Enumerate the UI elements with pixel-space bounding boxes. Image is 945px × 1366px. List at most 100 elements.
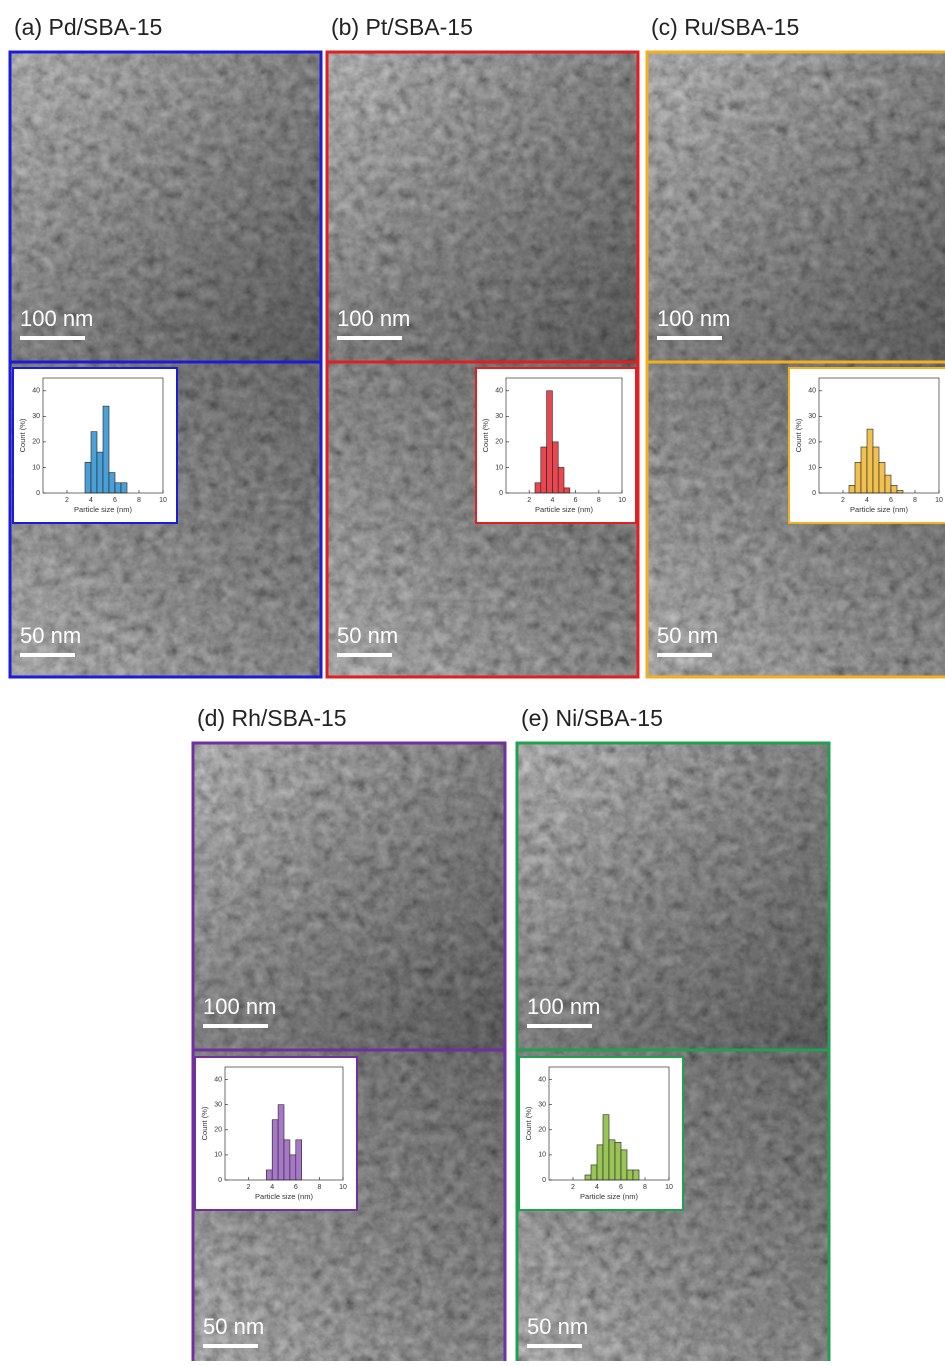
x-tick-label: 2 xyxy=(65,497,69,504)
scale-bar xyxy=(203,1344,258,1348)
scale-bar-label: 100 nm xyxy=(527,994,600,1019)
bar xyxy=(272,1120,278,1180)
y-tick-label: 0 xyxy=(812,490,816,497)
y-tick-label: 10 xyxy=(32,464,40,471)
x-tick-label: 10 xyxy=(665,1184,673,1191)
histogram: 010203040246810Particle size (nm)Count (… xyxy=(476,368,636,523)
x-tick-label: 2 xyxy=(841,497,845,504)
scale-bar-label: 100 nm xyxy=(203,994,276,1019)
panel-title: (e) Ni/SBA-15 xyxy=(521,705,663,731)
page: (a) Pd/SBA-15100 nm50 nm010203040246810P… xyxy=(0,0,945,1361)
x-tick-label: 10 xyxy=(339,1184,347,1191)
x-tick-label: 8 xyxy=(597,497,601,504)
x-axis-label: Particle size (nm) xyxy=(255,1192,313,1201)
x-tick-label: 4 xyxy=(270,1184,274,1191)
panel-title: (b) Pt/SBA-15 xyxy=(331,14,473,40)
bar xyxy=(885,475,891,493)
x-tick-label: 8 xyxy=(317,1184,321,1191)
y-tick-label: 10 xyxy=(214,1152,222,1159)
y-tick-label: 20 xyxy=(214,1127,222,1134)
scale-bar-label: 100 nm xyxy=(657,306,730,331)
x-axis-label: Particle size (nm) xyxy=(850,505,908,514)
bar xyxy=(290,1155,296,1180)
panel-title: (d) Rh/SBA-15 xyxy=(197,705,347,731)
bar xyxy=(585,1175,591,1180)
bar xyxy=(627,1170,633,1180)
scale-bar xyxy=(20,336,85,340)
bar xyxy=(897,490,903,493)
y-tick-label: 30 xyxy=(495,413,503,420)
bar xyxy=(891,485,897,493)
bar xyxy=(535,483,541,493)
bar xyxy=(591,1165,597,1180)
bar xyxy=(564,488,570,493)
bar xyxy=(547,391,553,493)
bar xyxy=(121,483,127,493)
y-tick-label: 40 xyxy=(808,388,816,395)
x-tick-label: 8 xyxy=(643,1184,647,1191)
x-tick-label: 4 xyxy=(865,497,869,504)
x-tick-label: 6 xyxy=(889,497,893,504)
bar xyxy=(621,1150,627,1180)
x-tick-label: 10 xyxy=(935,497,943,504)
bar xyxy=(266,1170,272,1180)
x-axis-label: Particle size (nm) xyxy=(535,505,593,514)
y-tick-label: 30 xyxy=(214,1102,222,1109)
y-tick-label: 40 xyxy=(495,388,503,395)
x-tick-label: 4 xyxy=(550,497,554,504)
bar xyxy=(879,462,885,493)
scale-bar-label: 50 nm xyxy=(657,623,718,648)
bar xyxy=(633,1170,639,1180)
bar xyxy=(855,462,861,493)
bar xyxy=(552,442,558,493)
x-tick-label: 8 xyxy=(137,497,141,504)
scale-bar-label: 50 nm xyxy=(203,1314,264,1339)
bar xyxy=(609,1140,615,1180)
bar xyxy=(97,452,103,493)
y-tick-label: 40 xyxy=(32,388,40,395)
bar xyxy=(85,462,91,493)
panel-title: (c) Ru/SBA-15 xyxy=(651,14,799,40)
bar xyxy=(615,1142,621,1180)
scale-bar xyxy=(337,653,392,657)
y-tick-label: 20 xyxy=(495,439,503,446)
scale-bar xyxy=(203,1024,268,1028)
bar xyxy=(109,473,115,493)
scale-bar-label: 100 nm xyxy=(20,306,93,331)
y-tick-label: 0 xyxy=(542,1177,546,1184)
y-tick-label: 20 xyxy=(808,439,816,446)
scale-bar xyxy=(337,336,402,340)
scale-bar-label: 100 nm xyxy=(337,306,410,331)
y-tick-label: 20 xyxy=(32,439,40,446)
figure: (a) Pd/SBA-15100 nm50 nm010203040246810P… xyxy=(0,0,945,1361)
bar xyxy=(296,1140,302,1180)
x-tick-label: 4 xyxy=(595,1184,599,1191)
bar xyxy=(91,432,97,493)
y-tick-label: 40 xyxy=(538,1076,546,1083)
y-axis-label: Count (%) xyxy=(200,1106,209,1140)
x-tick-label: 6 xyxy=(113,497,117,504)
scale-bar-label: 50 nm xyxy=(527,1314,588,1339)
bar xyxy=(284,1140,290,1180)
x-tick-label: 4 xyxy=(89,497,93,504)
bar xyxy=(603,1115,609,1180)
x-tick-label: 6 xyxy=(294,1184,298,1191)
bar xyxy=(558,467,564,493)
y-tick-label: 10 xyxy=(538,1152,546,1159)
bar xyxy=(597,1145,603,1180)
y-tick-label: 40 xyxy=(214,1076,222,1083)
bar xyxy=(103,406,109,493)
scale-bar xyxy=(657,653,712,657)
x-tick-label: 2 xyxy=(571,1184,575,1191)
y-tick-label: 0 xyxy=(499,490,503,497)
x-tick-label: 2 xyxy=(527,497,531,504)
scale-bar xyxy=(527,1024,592,1028)
x-tick-label: 10 xyxy=(618,497,626,504)
x-tick-label: 6 xyxy=(574,497,578,504)
y-tick-label: 10 xyxy=(495,464,503,471)
scale-bar-label: 50 nm xyxy=(20,623,81,648)
y-tick-label: 0 xyxy=(36,490,40,497)
